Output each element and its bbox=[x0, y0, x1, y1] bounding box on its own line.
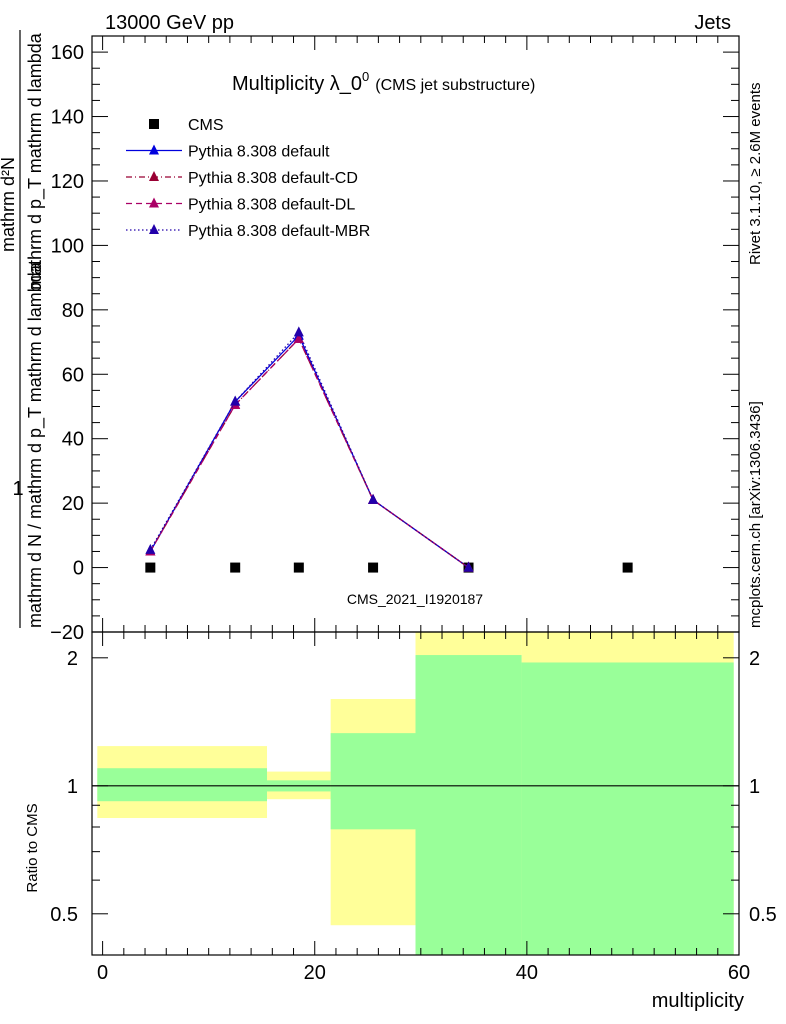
series-line-1 bbox=[149, 334, 469, 569]
y-tick-label: 40 bbox=[62, 429, 84, 451]
cms-data-point bbox=[293, 562, 304, 573]
x-tick-label: 40 bbox=[516, 962, 538, 984]
bottom-axes: 0.5 0.51 12 20 20 40 60 bbox=[50, 631, 777, 984]
series-lines bbox=[145, 326, 633, 573]
bottom-frame bbox=[91, 631, 740, 956]
series-marker-4 bbox=[293, 326, 304, 337]
y-label-top: mathrm d²N bbox=[0, 157, 18, 252]
legend: CMS Pythia 8.308 default Pythia 8.308 defa… bbox=[126, 117, 370, 240]
y-label-num: 1 bbox=[12, 478, 23, 500]
legend-label: Pythia 8.308 default-MBR bbox=[188, 223, 370, 240]
series-line-2 bbox=[149, 337, 469, 569]
y-tick-label: 100 bbox=[51, 235, 84, 257]
cms-data-point bbox=[145, 562, 156, 573]
cms-data-point bbox=[622, 562, 633, 573]
watermark: CMS_2021_I1920187 bbox=[347, 591, 483, 607]
series-marker-4 bbox=[230, 395, 241, 406]
legend-label: Pythia 8.308 default bbox=[188, 144, 330, 161]
series-line-4 bbox=[149, 331, 469, 569]
legend-marker bbox=[149, 144, 159, 155]
ratio-y-tick-label-right: 1 bbox=[749, 776, 760, 798]
legend-marker bbox=[149, 171, 159, 181]
side-label-mcplots: mcplots.cern.ch [arXiv:1306.3436] bbox=[747, 401, 764, 628]
legend-marker bbox=[149, 224, 159, 234]
y-tick-label: 140 bbox=[51, 107, 84, 129]
y-tick-label: 80 bbox=[62, 300, 84, 322]
top-y-axis-label: 1 mathrm d N / mathrm d p_T mathrm d lam… bbox=[0, 30, 46, 628]
series-marker-4 bbox=[368, 493, 379, 504]
ratio-bands bbox=[97, 632, 734, 955]
plot-title-main: Multiplicity λ_0 bbox=[232, 73, 362, 95]
ratio-y-label: Ratio to CMS bbox=[24, 803, 41, 892]
ratio-band-inner bbox=[97, 768, 268, 802]
ratio-band-inner bbox=[330, 733, 416, 830]
y-label-mid: mathrm d p_T mathrm d lambda bbox=[25, 32, 46, 290]
series-marker-4 bbox=[145, 543, 156, 554]
header-right: Jets bbox=[694, 12, 731, 34]
y-tick-label: 60 bbox=[62, 364, 84, 386]
legend-marker bbox=[149, 197, 159, 208]
ratio-y-tick-label-right: 2 bbox=[749, 648, 760, 670]
ratio-y-tick-label: 0.5 bbox=[50, 904, 78, 926]
series-marker-3 bbox=[293, 332, 304, 343]
ratio-band-inner bbox=[521, 662, 734, 955]
y-tick-label: 120 bbox=[51, 171, 84, 193]
ratio-band-inner bbox=[415, 655, 522, 955]
ratio-y-tick-label: 2 bbox=[67, 648, 78, 670]
x-axis-label: multiplicity bbox=[652, 990, 744, 1012]
y-tick-label: 160 bbox=[51, 42, 84, 64]
x-tick-label: 60 bbox=[728, 962, 750, 984]
series-marker-4 bbox=[463, 561, 474, 572]
y-tick-label: 20 bbox=[62, 493, 84, 515]
legend-marker bbox=[149, 119, 159, 129]
ratio-y-tick-label-right: 0.5 bbox=[749, 904, 777, 926]
cms-data-point bbox=[230, 562, 241, 573]
y-tick-label: 0 bbox=[73, 558, 84, 580]
cms-data-point bbox=[368, 562, 379, 573]
ratio-y-tick-label: 1 bbox=[67, 776, 78, 798]
y-label-den: mathrm d N / mathrm d p_T mathrm d lambd… bbox=[25, 261, 46, 628]
legend-label: Pythia 8.308 default-CD bbox=[188, 170, 358, 187]
legend-label: CMS bbox=[188, 117, 224, 134]
plot-subtitle: (CMS jet substructure) bbox=[375, 77, 535, 94]
plot-title-sup: 0 bbox=[362, 69, 369, 84]
side-label-rivet: Rivet 3.1.10, ≥ 2.6M events bbox=[747, 83, 764, 266]
plot-title: Multiplicity λ_00 (CMS jet substructure) bbox=[232, 69, 535, 95]
header-left: 13000 GeV pp bbox=[105, 12, 234, 34]
x-tick-label: 20 bbox=[304, 962, 326, 984]
legend-label: Pythia 8.308 default-DL bbox=[188, 197, 355, 214]
y-tick-label: −20 bbox=[50, 622, 84, 644]
x-tick-label: 0 bbox=[97, 962, 108, 984]
